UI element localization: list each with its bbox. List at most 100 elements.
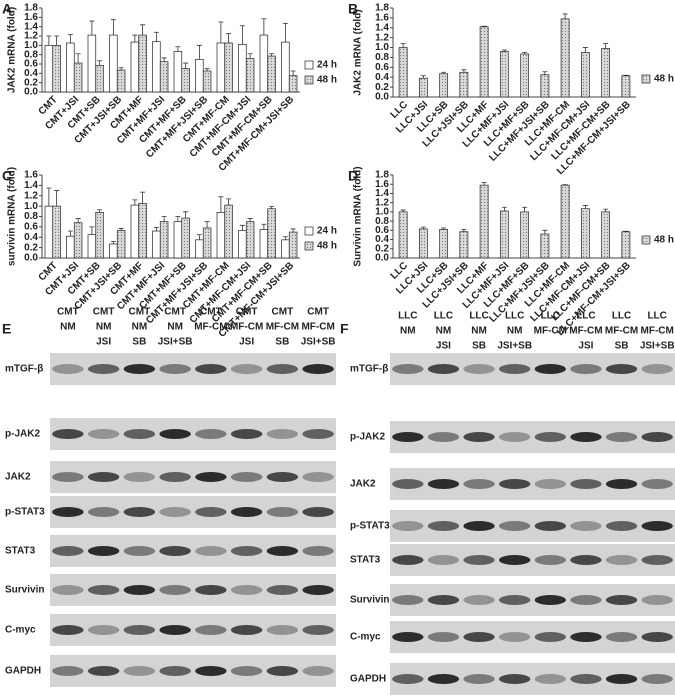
bar [87,234,97,259]
blot-band [605,364,638,374]
blot-band [87,585,120,595]
blot-band [427,674,460,684]
lane-label: JSI [96,337,111,348]
lane-label: SB [472,341,486,352]
bar-texture [52,206,61,258]
lane-label: NM [436,326,452,337]
bar-texture [160,221,168,258]
blot-band [463,674,495,684]
bar-texture [181,68,190,92]
blot-band [534,674,566,684]
lane-label: CMT [272,307,294,318]
error-bar [603,43,609,49]
blot-band [87,546,120,556]
blot-band [427,479,460,489]
blot-band [534,364,566,374]
y-tick-label: 0.4 [375,234,389,245]
bar-texture [520,211,529,258]
blot-band [463,555,495,565]
blot-band [570,521,602,531]
lane-label: CMT [57,307,79,318]
y-tick-label: 1.2 [375,197,389,208]
error-bar [54,190,60,207]
blot-band [87,429,120,439]
blot-band [87,364,120,374]
error-bar [75,53,81,64]
bar [130,41,140,93]
y-tick-label: 1.4 [24,180,38,191]
blot-band [230,625,263,635]
row-label: C-myc [350,632,381,643]
y-tick-label: 1.2 [24,190,38,201]
blot-band [463,595,495,605]
row-label: GAPDH [350,674,386,685]
y-tick-label: 0.6 [24,59,38,70]
blot-band [302,585,334,595]
lane-label: JSI+SB [497,341,532,352]
bar-texture [419,228,428,258]
bar-texture [419,78,428,97]
lane-label: CMT [200,307,222,318]
legend-texture [305,76,313,84]
blot-band [392,674,424,684]
row-label: p-JAK2 [350,432,385,443]
y-tick-label: 1.4 [375,22,389,33]
lane-label: MF-CM [266,322,299,333]
bar-texture [581,208,590,258]
blot-band [641,595,673,605]
bar-texture [540,74,549,97]
error-bar [247,218,253,222]
y-tick-label: 1.2 [24,31,38,42]
blot-band [302,507,334,517]
y-tick-label: 1.8 [375,170,389,181]
row-label: p-JAK2 [5,429,40,440]
y-tick-label: 1.6 [24,12,38,23]
error-bar [153,31,159,42]
blot-band [159,546,191,556]
bar-texture [246,221,254,258]
lane-label: SB [275,337,289,348]
blot-band [123,507,156,517]
panel-letter: B [348,1,358,17]
lane-label: NM [507,326,523,337]
blot-strip [390,421,675,453]
y-tick-label: 0.6 [24,222,38,233]
blot-band [392,555,424,565]
bar-texture [74,222,82,258]
error-bar [175,216,181,222]
bar-texture [203,227,211,258]
bar-texture [95,65,104,92]
blot-band [570,674,602,684]
y-tick-label: 0.2 [375,243,389,254]
blot-band [195,507,227,517]
error-bar [132,199,138,206]
blot-band [266,364,299,374]
lane-label: MF-CM [301,322,334,333]
blot-band [159,472,191,482]
blot-band [641,364,673,374]
blot-band [52,666,84,676]
blot-band [605,555,638,565]
error-bar [196,234,202,240]
y-tick-label: 1.8 [24,3,38,14]
lane-label: NM [167,322,183,333]
blot-band [123,625,156,635]
blot-band [123,364,156,374]
lane-label: MF-CM [230,322,263,333]
bar [281,239,290,259]
bar-texture [480,185,489,258]
blot-band [534,521,566,531]
blot-band [230,472,263,482]
row-label: mTGF-β [350,364,388,375]
blot-band [159,507,191,517]
error-bar [218,196,224,213]
blot-band [499,632,531,642]
blot-band [463,364,495,374]
y-tick-label: 0.8 [24,211,38,222]
blot-strip [390,621,675,653]
panel-letter: A [2,1,12,17]
blot-band [302,625,334,635]
y-axis-label: JAK2 mRNA (fold) [7,7,18,93]
blot-band [427,521,460,531]
blot-band [641,674,673,684]
